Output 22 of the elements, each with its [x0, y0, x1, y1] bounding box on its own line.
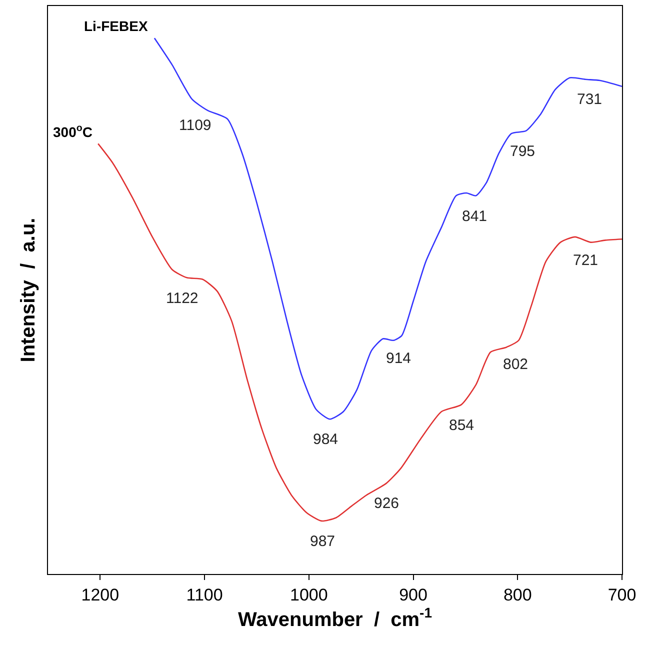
- annotation: 731: [577, 91, 602, 108]
- y-axis-title: Intensity / a.u.: [18, 218, 40, 362]
- x-tick-label: 1000: [290, 585, 328, 604]
- x-tick-label: 1200: [81, 585, 120, 604]
- annotation: 1109: [179, 117, 212, 134]
- annotation: 987: [310, 533, 336, 550]
- annotation: 721: [573, 252, 598, 269]
- x-tick-label: 900: [399, 585, 428, 604]
- annotation: 841: [462, 208, 488, 225]
- annotation: 914: [386, 350, 412, 367]
- annotation: 854: [449, 417, 474, 434]
- annotation: 1122: [166, 290, 198, 307]
- x-axis-title: Wavenumber / cm$^{-1}$: [238, 604, 432, 631]
- annotation: 926: [374, 495, 400, 512]
- x-tick-label: 800: [503, 585, 532, 604]
- annotation: 984: [313, 431, 338, 448]
- x-tick-label: 1100: [186, 585, 223, 604]
- series-label: Li-FEBEX: [84, 18, 148, 34]
- annotation: 795: [510, 143, 536, 160]
- series-label: 300$^{o}$C: [53, 123, 92, 140]
- annotation: 802: [503, 356, 528, 373]
- x-tick-label: 700: [608, 585, 636, 604]
